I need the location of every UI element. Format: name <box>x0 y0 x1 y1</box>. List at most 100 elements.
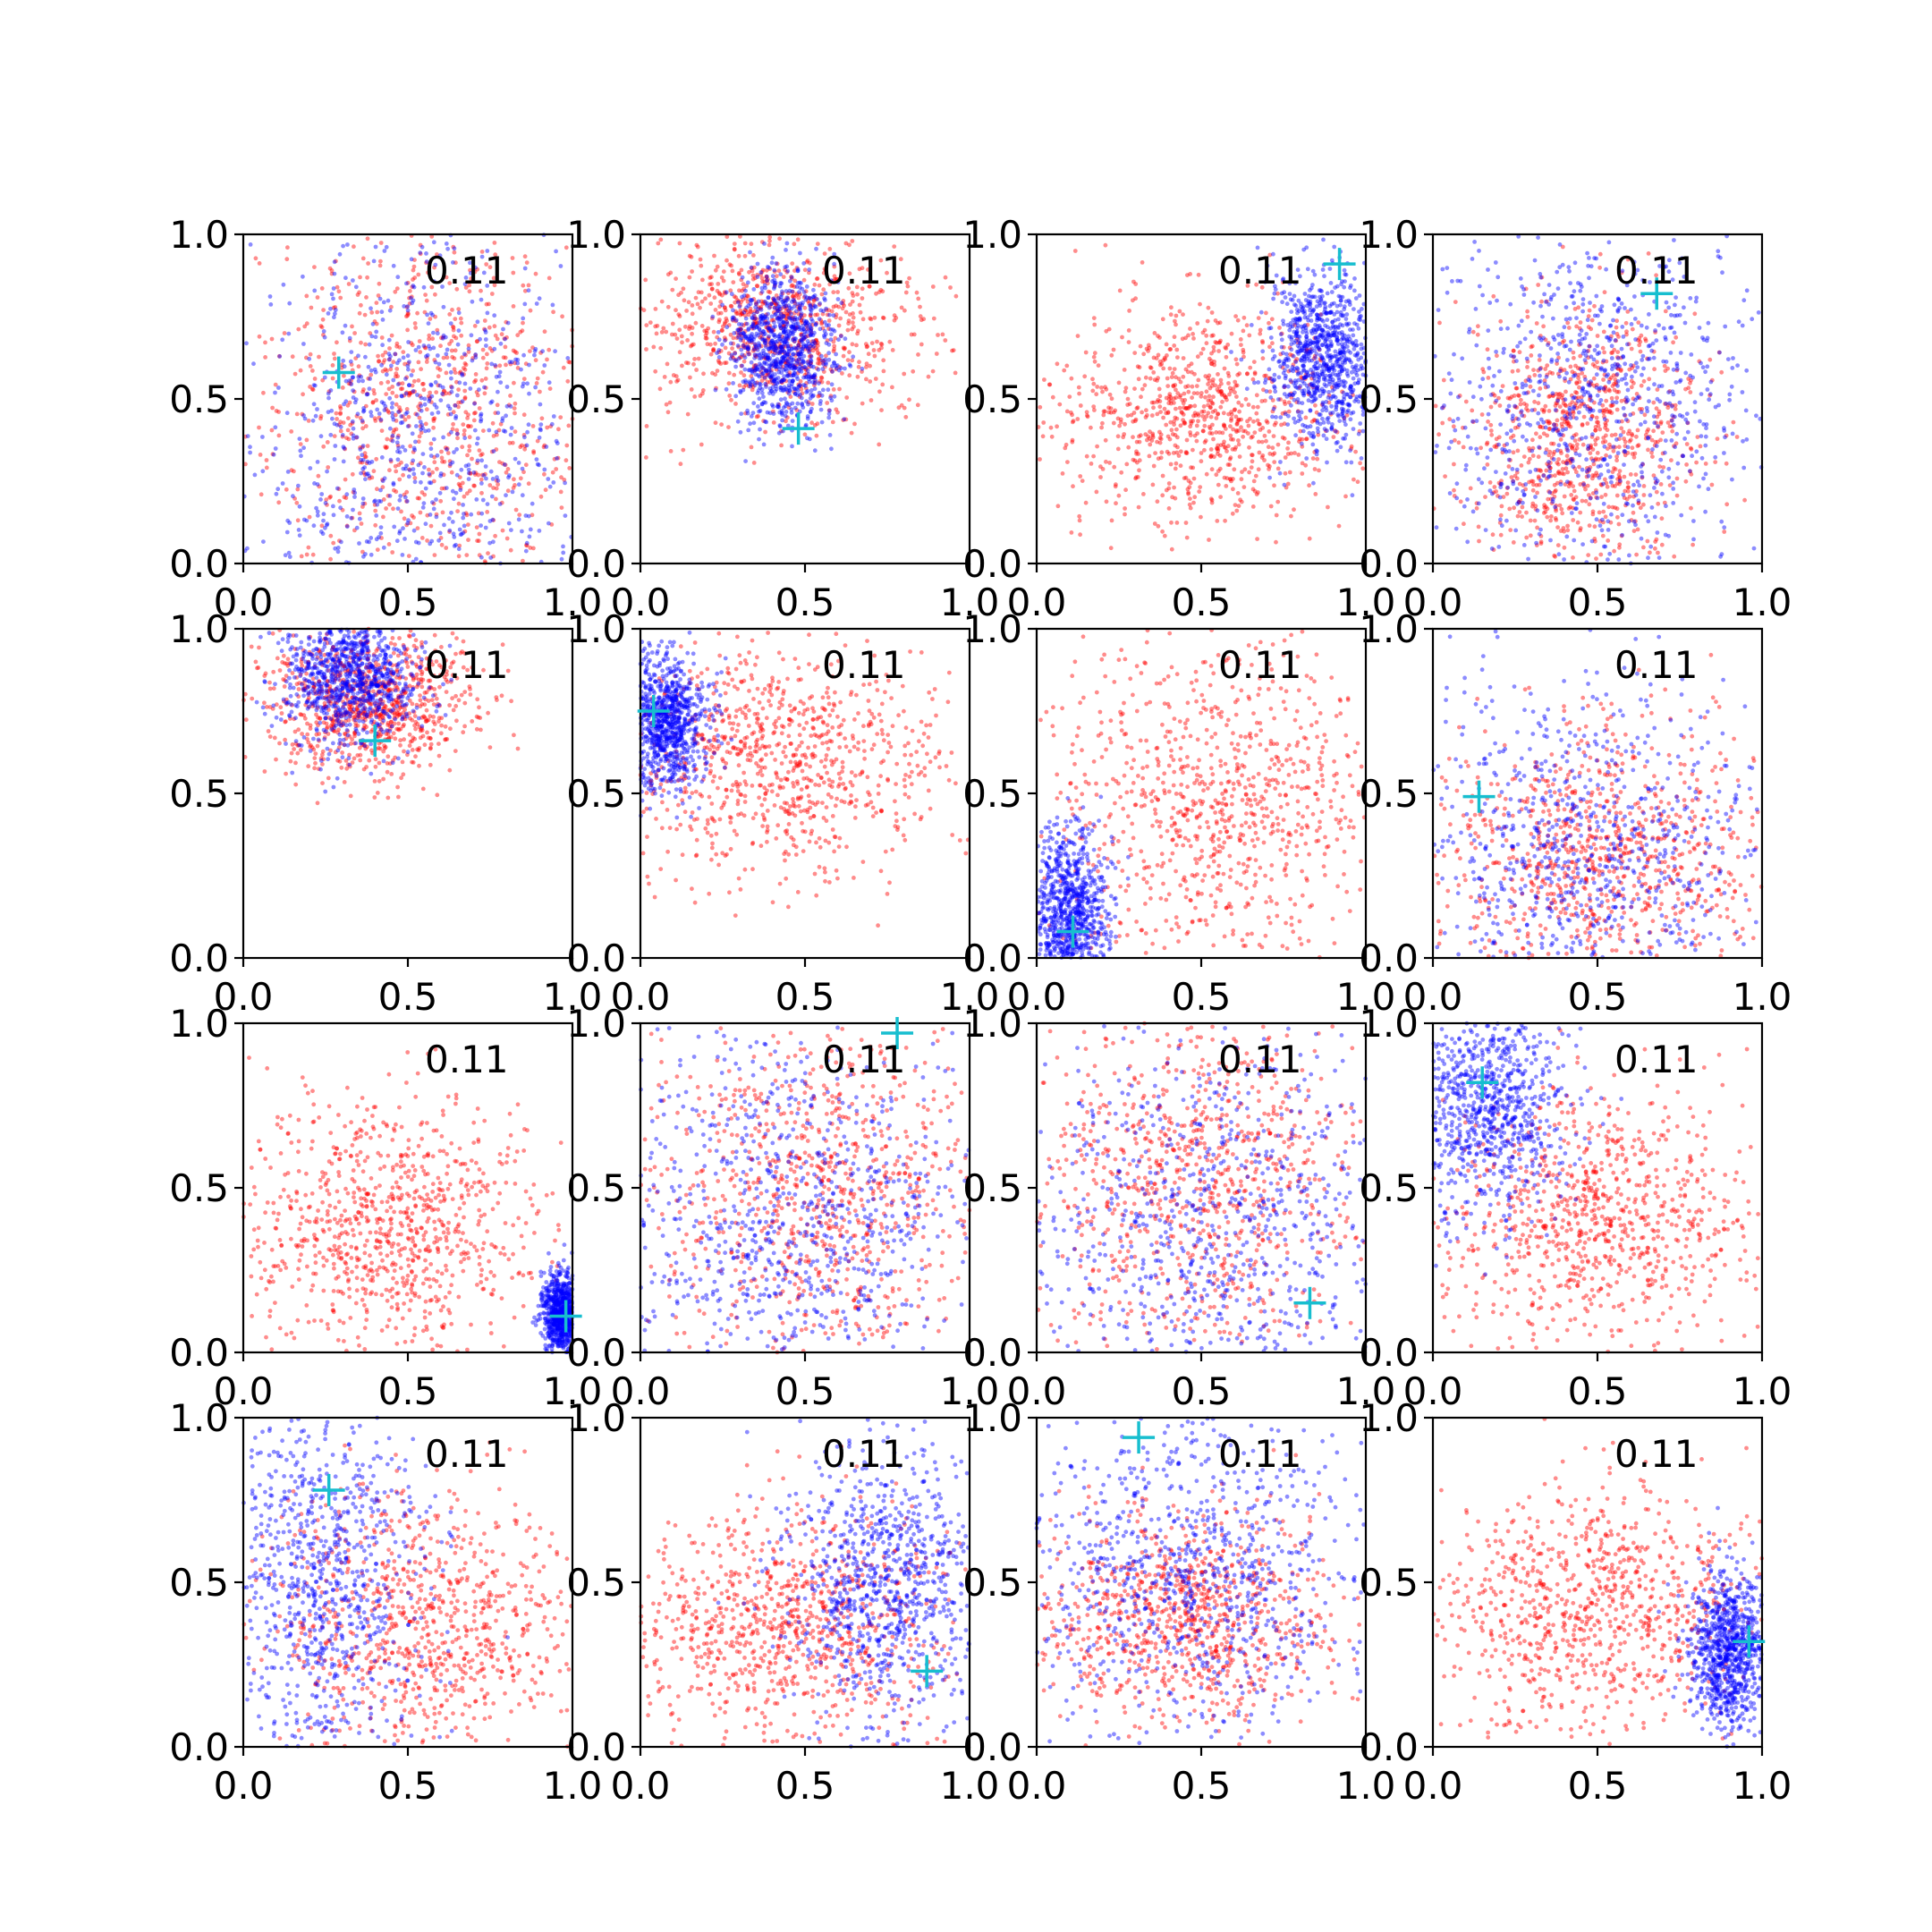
data-point <box>857 302 862 308</box>
data-point <box>547 386 553 391</box>
data-point <box>1345 373 1351 378</box>
data-point <box>1289 335 1294 340</box>
data-point <box>525 429 530 435</box>
data-point <box>767 367 772 371</box>
data-point <box>383 350 388 355</box>
data-point <box>520 493 525 498</box>
data-point <box>339 539 343 545</box>
data-point <box>1310 442 1316 447</box>
data-point <box>343 275 348 281</box>
data-point <box>809 388 814 393</box>
data-point <box>465 423 470 428</box>
data-point <box>1352 307 1356 311</box>
data-point <box>698 257 703 262</box>
data-point <box>423 421 428 427</box>
data-point <box>349 378 353 383</box>
series-red-points <box>243 233 575 565</box>
data-point <box>792 299 797 304</box>
data-point <box>491 486 496 490</box>
data-point <box>851 354 856 360</box>
data-point <box>805 368 810 373</box>
data-point <box>1141 352 1147 357</box>
data-point <box>796 343 801 348</box>
data-point <box>387 426 393 431</box>
data-point <box>731 280 736 284</box>
data-point <box>444 486 449 490</box>
data-point <box>447 528 453 533</box>
data-point <box>394 469 399 474</box>
data-point <box>360 496 366 501</box>
data-point <box>390 411 394 416</box>
data-point <box>1174 395 1179 400</box>
data-point <box>1282 482 1287 487</box>
data-point <box>755 261 760 267</box>
data-point <box>737 272 741 276</box>
data-point <box>456 554 462 559</box>
data-point <box>444 242 449 246</box>
data-point <box>1210 422 1215 428</box>
data-point <box>328 494 333 499</box>
data-point <box>351 426 356 431</box>
data-point <box>1161 366 1166 371</box>
data-point <box>551 480 556 485</box>
data-point <box>1100 420 1105 426</box>
data-point <box>377 535 381 539</box>
data-point <box>1096 363 1101 368</box>
data-point <box>1321 335 1326 341</box>
data-point <box>1204 414 1209 419</box>
data-point <box>555 456 559 461</box>
data-point <box>1239 499 1244 504</box>
data-point <box>680 340 684 345</box>
data-point <box>351 388 355 393</box>
data-point <box>301 445 306 451</box>
data-point <box>1092 351 1097 356</box>
data-point <box>372 391 377 396</box>
data-point <box>750 273 756 278</box>
data-point <box>410 513 414 518</box>
data-point <box>365 471 370 476</box>
data-point <box>1343 436 1347 441</box>
data-point <box>1300 471 1305 476</box>
data-point <box>1293 433 1298 438</box>
data-point <box>485 510 490 514</box>
data-point <box>777 236 782 242</box>
data-point <box>847 373 852 378</box>
data-point <box>1062 368 1067 373</box>
data-point <box>1340 409 1345 414</box>
data-point <box>1272 483 1276 488</box>
data-point <box>1285 422 1291 427</box>
data-point <box>726 425 731 429</box>
data-point <box>549 421 555 427</box>
data-point <box>458 316 463 321</box>
data-point <box>421 501 427 506</box>
data-point <box>513 429 518 434</box>
data-point <box>778 397 784 402</box>
data-point <box>449 385 454 390</box>
data-point <box>276 500 282 505</box>
data-point <box>508 432 513 437</box>
data-point <box>1173 496 1178 501</box>
data-point <box>567 360 572 365</box>
data-point <box>793 336 798 342</box>
data-point <box>369 334 375 339</box>
data-point <box>1115 434 1121 439</box>
data-point <box>1195 321 1200 326</box>
data-point <box>512 380 516 386</box>
data-point <box>501 355 506 360</box>
data-point <box>1303 415 1309 420</box>
data-point <box>1292 366 1297 371</box>
data-point <box>835 363 840 368</box>
data-point <box>454 431 460 436</box>
data-point <box>661 326 666 331</box>
data-point <box>1256 380 1261 385</box>
data-point <box>1335 440 1340 445</box>
data-point <box>754 414 759 419</box>
data-point <box>337 498 342 504</box>
data-point <box>1308 288 1312 292</box>
data-point <box>797 290 801 294</box>
data-point <box>1229 331 1234 336</box>
data-point <box>1204 333 1209 338</box>
data-point <box>284 530 290 535</box>
data-point <box>1239 477 1244 482</box>
data-point <box>306 419 311 423</box>
